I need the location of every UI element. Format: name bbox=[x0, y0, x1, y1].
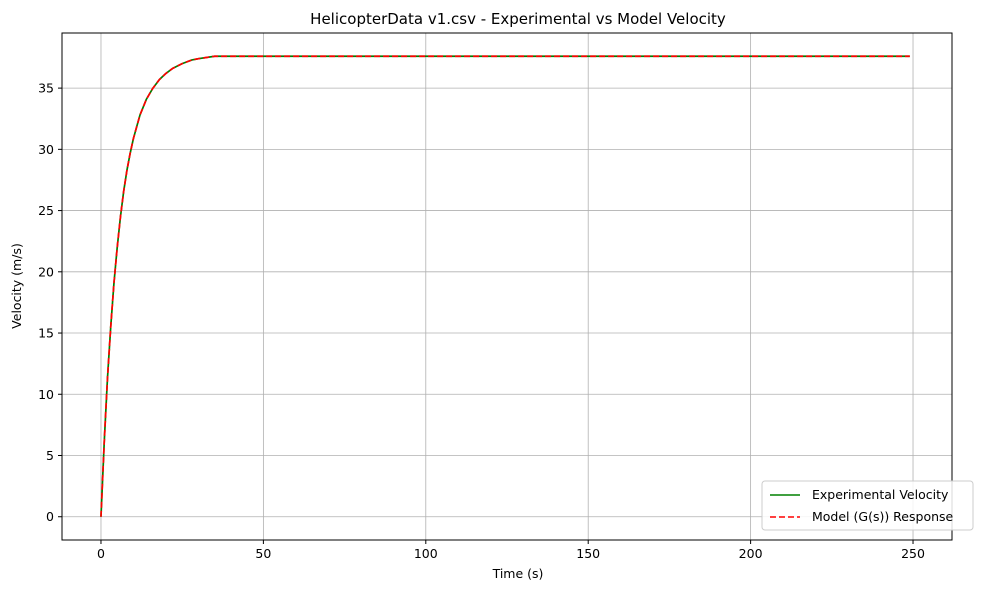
x-tick-label: 100 bbox=[414, 546, 438, 561]
y-tick-label: 20 bbox=[38, 264, 54, 279]
legend: Experimental Velocity Model (G(s)) Respo… bbox=[761, 480, 974, 531]
y-tick-label: 5 bbox=[46, 448, 54, 463]
y-tick-label: 25 bbox=[38, 203, 54, 218]
y-axis-label: Velocity (m/s) bbox=[9, 243, 24, 329]
x-tick-label: 200 bbox=[739, 546, 763, 561]
model-response-line bbox=[100, 55, 910, 517]
grid bbox=[62, 33, 952, 540]
y-tick-label: 30 bbox=[38, 142, 54, 157]
y-axis-ticks: 0 5 10 15 20 25 30 35 bbox=[38, 81, 62, 524]
chart-title: HelicopterData v1.csv - Experimental vs … bbox=[310, 10, 726, 28]
y-tick-label: 0 bbox=[46, 509, 54, 524]
legend-label-experimental: Experimental Velocity bbox=[812, 487, 949, 502]
legend-box bbox=[761, 480, 974, 531]
plot-area bbox=[61, 32, 953, 541]
x-tick-label: 250 bbox=[901, 546, 925, 561]
x-axis-label: Time (s) bbox=[492, 566, 544, 581]
x-axis-ticks: 0 50 100 150 200 250 bbox=[97, 540, 925, 561]
x-tick-label: 0 bbox=[97, 546, 105, 561]
legend-label-model: Model (G(s)) Response bbox=[812, 509, 954, 524]
y-tick-label: 10 bbox=[38, 387, 54, 402]
x-tick-label: 150 bbox=[576, 546, 600, 561]
y-tick-label: 15 bbox=[38, 326, 54, 341]
x-tick-label: 50 bbox=[255, 546, 271, 561]
series-lines bbox=[100, 55, 910, 517]
y-tick-label: 35 bbox=[38, 81, 54, 96]
